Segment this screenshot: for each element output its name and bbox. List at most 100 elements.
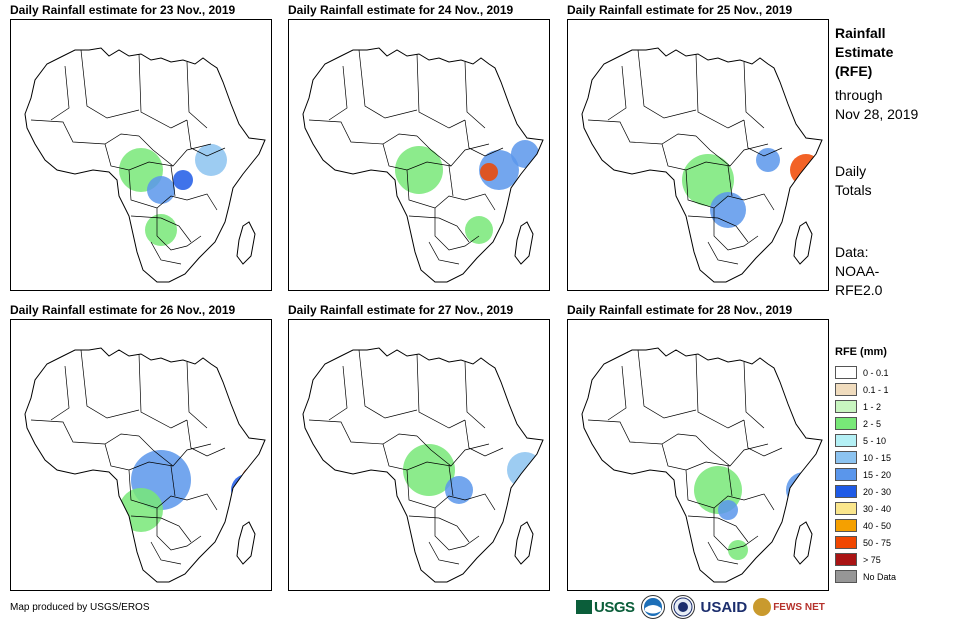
country-border [727,465,733,497]
data-source-line: RFE2.0 [835,282,883,298]
africa-map-svg [581,47,823,283]
country-border [743,419,783,457]
legend-item: 1 - 2 [835,398,896,415]
legend-swatch [835,451,857,464]
country-border [661,443,769,471]
rainfall-cluster [799,493,813,507]
panel-title: Daily Rainfall estimate for 26 Nov., 201… [10,303,236,317]
country-border [743,119,783,157]
country-border [328,65,348,121]
legend-swatch [835,570,857,583]
legend-item: 10 - 15 [835,449,896,466]
country-border [607,365,627,421]
rainfall-cluster [756,148,780,172]
country-border [104,143,212,171]
legend-label: 0 - 0.1 [863,367,889,378]
country-border [308,419,418,445]
country-border [30,419,140,445]
country-border [416,435,452,467]
country-border [587,119,697,145]
legend-label: 15 - 20 [863,469,892,480]
madagascar-outline [793,221,813,265]
sidebar-title-line: (RFE) [835,63,873,79]
legend-item: No Data [835,568,896,585]
country-border [695,353,745,429]
country-border [50,65,70,121]
country-border [156,508,202,551]
country-border [138,435,174,467]
country-border [130,515,192,543]
country-border [104,443,212,471]
africa-outline [24,347,266,583]
rainfall-cluster [710,192,746,228]
country-border [358,349,418,419]
country-border [150,241,182,265]
rainfall-cluster [241,466,265,494]
usgs-logo-text: USGS [594,598,635,616]
country-border [80,49,140,119]
panel-title: Daily Rainfall estimate for 27 Nov., 201… [288,303,514,317]
madagascar-outline [793,521,813,565]
panel-title: Daily Rainfall estimate for 23 Nov., 201… [10,3,236,17]
rainfall-cluster [682,154,734,206]
country-border [464,61,486,129]
rainfall-cluster [465,216,493,244]
legend-label: 1 - 2 [863,401,882,412]
country-border [138,53,188,129]
country-border [186,61,208,129]
rainfall-map [288,19,550,291]
country-border [707,541,739,565]
country-border [150,541,182,565]
rainfall-cluster [584,236,632,282]
legend-swatch [835,536,857,549]
madagascar-outline [514,521,534,565]
legend-label: 50 - 75 [863,537,892,548]
legend-item: 2 - 5 [835,415,896,432]
legend-label: 30 - 40 [863,503,892,514]
country-border [382,443,490,471]
country-border [707,241,739,265]
rainfall-cluster [147,176,175,204]
country-border [607,65,627,121]
sidebar-totals: Daily Totals [835,162,872,200]
country-border [464,119,504,157]
legend-swatch [835,434,857,447]
country-border [80,349,140,419]
legend-label: 40 - 50 [863,520,892,531]
legend-swatch [835,468,857,481]
usgs-mark-icon [576,600,592,614]
country-border [464,419,504,457]
sidebar-title-line: Estimate [835,44,894,60]
country-border [695,435,731,467]
sidebar-title-line: Rainfall [835,25,886,41]
usgs-logo: USGS [576,599,635,616]
country-border [685,469,775,511]
rainfall-cluster [511,140,539,168]
country-border [743,61,765,129]
rainfall-cluster [145,214,177,246]
country-border [170,465,176,497]
data-source-line: Data: [835,244,869,260]
legend-swatch [835,485,857,498]
totals-line: Totals [835,182,872,198]
rainfall-cluster [480,163,498,181]
legend-item: 20 - 30 [835,483,896,500]
country-border [416,53,466,129]
legend-swatch [835,519,857,532]
legend-swatch [835,366,857,379]
country-border [587,419,697,445]
rainfall-cluster [718,500,738,520]
rainfall-cluster [403,444,455,496]
rainfall-overlay [307,140,539,282]
rainfall-overlay [33,450,265,582]
country-border [687,515,749,543]
data-source-line: NOAA- [835,263,880,279]
country-border [416,353,466,429]
legend-swatch [835,400,857,413]
through-date: Nov 28, 2019 [835,106,919,122]
rainfall-overlay [694,466,822,560]
rainfall-overlay [45,144,259,246]
country-border [434,508,480,551]
legend-item: 0 - 0.1 [835,364,896,381]
madagascar-outline [236,221,256,265]
